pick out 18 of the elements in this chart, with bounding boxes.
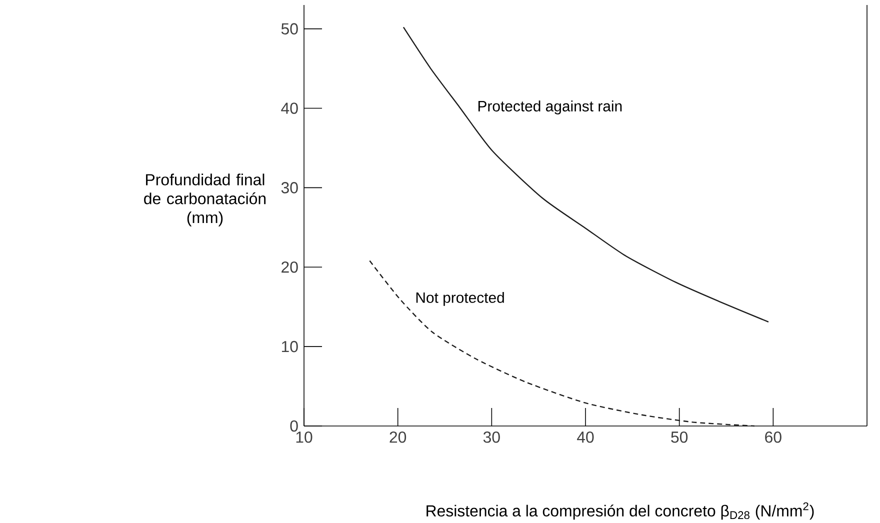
y-axis-title: Profundidad final de carbonatación (mm)	[144, 174, 266, 226]
y-tick-label: 30	[281, 182, 298, 194]
y-tick-label: 20	[282, 261, 298, 273]
y-tick-label: 0	[290, 420, 298, 432]
x-tick-label: 60	[765, 432, 782, 443]
series-label: Not protected	[416, 292, 504, 306]
x-tick-label: 20	[390, 432, 406, 443]
y-tick-label: 40	[281, 102, 298, 114]
x-tick-label: 30	[483, 432, 500, 443]
x-tick-label: 10	[296, 432, 312, 443]
x-axis-title: Resistencia a la compresión del concreto β$_{D28}$ (N/mm$^{2}$)	[426, 502, 814, 520]
y-tick-label: 50	[281, 23, 298, 34]
line-series	[402, 26, 770, 323]
x-tick-label: 50	[671, 432, 688, 443]
y-tick-label: 10	[282, 340, 298, 352]
line-series	[369, 260, 756, 427]
series-label: Protected against rain	[478, 100, 622, 114]
x-tick-label: 40	[577, 432, 594, 443]
